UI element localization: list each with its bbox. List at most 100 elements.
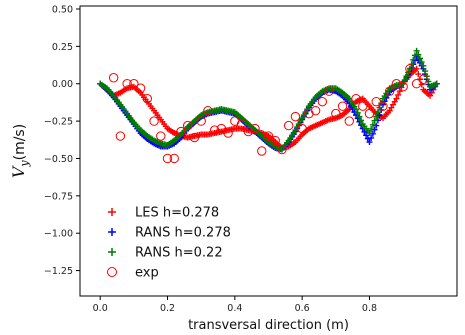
data-marks: [97, 47, 440, 164]
legend-marker-les-0278: [108, 208, 116, 216]
data-point: [415, 71, 422, 78]
exp-point: [108, 73, 119, 83]
exp-point: [257, 146, 267, 156]
data-point: [373, 122, 380, 129]
x-axis-ticks: 0.0 0.2 0.4 0.6 0.8: [93, 296, 377, 314]
exp-point: [129, 79, 139, 89]
data-point: [418, 81, 425, 88]
exp-point: [331, 108, 341, 119]
data-point: [366, 130, 373, 137]
exp-point: [324, 86, 334, 96]
exp-point: [203, 105, 213, 116]
data-point: [354, 109, 361, 116]
legend-label-rans-022: RANS h=0.22: [135, 246, 223, 261]
data-point: [358, 117, 365, 124]
y-tick-label: −0.75: [44, 191, 73, 202]
exp-point: [162, 153, 173, 164]
y-tick-label: −0.50: [44, 154, 73, 165]
exp-point: [189, 132, 200, 143]
y-axis-label: Vy(m/s): [9, 124, 31, 178]
data-point: [373, 113, 380, 120]
data-point: [369, 121, 376, 128]
exp-point: [405, 64, 415, 74]
x-tick-label: 0.6: [295, 303, 310, 314]
data-point: [410, 56, 417, 63]
exp-point: [169, 153, 179, 164]
y-axis-label-unit: (m/s): [12, 124, 28, 161]
exp-point: [411, 79, 422, 89]
y-axis-label-symbol: V: [9, 165, 28, 178]
legend-marker-rans-0278: [108, 228, 116, 236]
exp-point: [122, 79, 132, 89]
data-point: [361, 128, 368, 135]
legend: LES h=0.278 RANS h=0.278 RANS h=0.22 exp: [107, 206, 231, 281]
exp-point: [236, 119, 247, 129]
exp-point: [371, 96, 381, 107]
exp-point: [384, 86, 395, 96]
exp-point: [277, 144, 287, 155]
data-point: [395, 91, 402, 98]
x-tick-label: 0.2: [160, 303, 175, 314]
exp-point: [135, 83, 146, 93]
legend-label-rans-0278: RANS h=0.278: [135, 226, 231, 241]
legend-label-les-0278: LES h=0.278: [135, 206, 219, 221]
exp-point: [418, 74, 429, 84]
y-tick-label: 0.25: [52, 42, 73, 53]
legend-marker-exp: [107, 267, 117, 277]
data-point: [368, 134, 375, 141]
y-tick-label: −1.25: [44, 266, 73, 277]
data-point: [356, 113, 363, 120]
data-point: [371, 117, 378, 124]
y-tick-label: −0.25: [44, 117, 73, 128]
x-tick-label: 0.4: [227, 303, 242, 314]
data-point: [368, 125, 375, 132]
exp-point: [351, 93, 361, 104]
exp-point: [142, 93, 153, 104]
y-axis-label-subscript: y: [18, 160, 31, 168]
exp-point: [223, 128, 233, 138]
exp-point: [297, 123, 307, 134]
exp-point: [378, 101, 388, 111]
data-point: [415, 51, 422, 58]
data-point: [400, 80, 407, 87]
data-point: [411, 52, 418, 59]
exp-point: [317, 96, 328, 107]
legend-label-exp: exp: [135, 266, 159, 281]
data-point: [406, 65, 413, 72]
data-point: [420, 62, 427, 69]
data-point: [401, 76, 408, 83]
exp-point: [209, 125, 220, 135]
y-tick-label: 0.00: [52, 79, 73, 90]
exp-point: [270, 135, 280, 146]
exp-point: [196, 116, 206, 126]
y-tick-label: 0.50: [52, 4, 73, 15]
exp-point: [263, 131, 274, 141]
exp-point: [398, 82, 408, 92]
data-point: [413, 47, 420, 54]
data-point: [403, 73, 410, 80]
exp-point: [310, 105, 321, 116]
exp-point: [337, 101, 348, 111]
exp-point: [183, 120, 193, 131]
exp-point: [115, 131, 126, 141]
exp-point: [216, 123, 227, 134]
data-point: [374, 109, 381, 116]
plot-frame: [79, 5, 458, 297]
data-point: [393, 95, 400, 102]
data-point: [363, 132, 370, 139]
data-point: [425, 78, 432, 85]
data-point: [369, 130, 376, 137]
y-tick-label: −1.00: [44, 229, 73, 240]
data-point: [413, 65, 420, 72]
data-point: [366, 139, 373, 146]
legend-marker-rans-022: [108, 248, 116, 256]
data-point: [376, 104, 383, 111]
exp-point: [156, 131, 166, 141]
data-point: [422, 68, 429, 75]
data-point: [378, 100, 385, 107]
data-point: [416, 55, 423, 62]
exp-point: [176, 126, 186, 137]
x-tick-label: 0.0: [93, 303, 108, 314]
